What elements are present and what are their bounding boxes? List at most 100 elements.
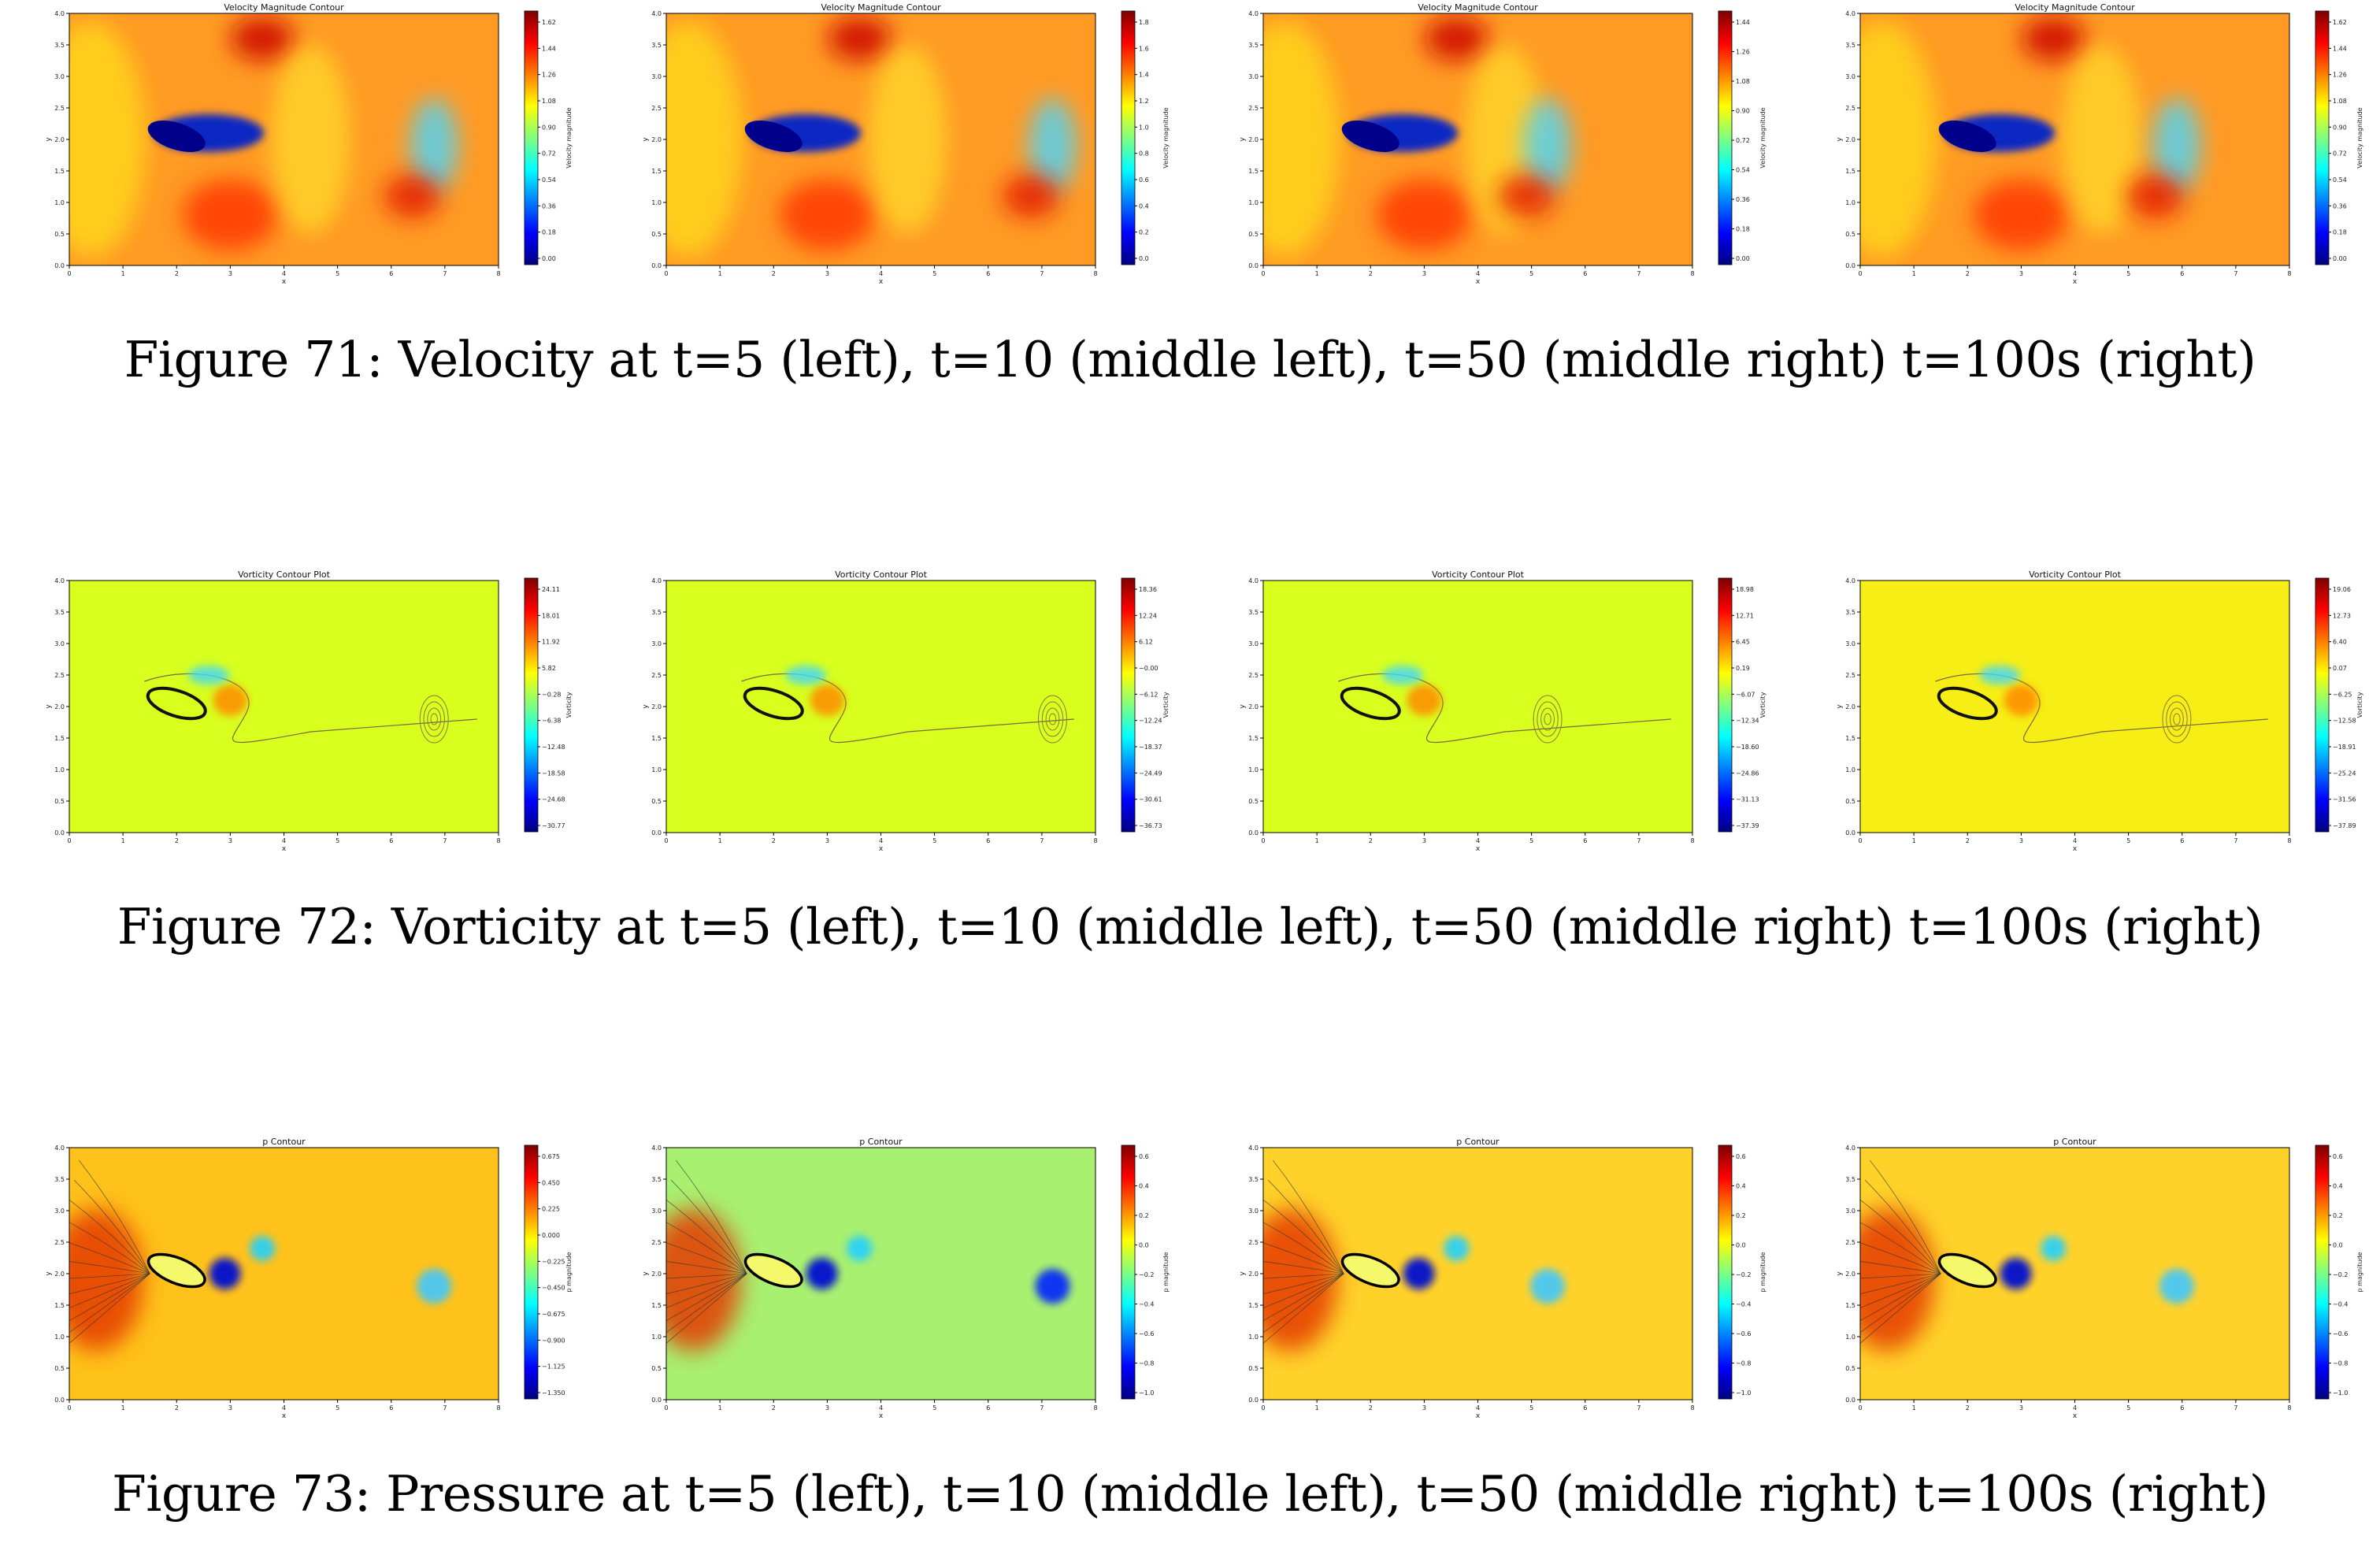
colorbar-tick-label: −0.2 — [2333, 1271, 2348, 1278]
colorbar-tick-label: 18.98 — [1736, 586, 1754, 593]
colorbar — [524, 1144, 539, 1400]
colorbar — [1121, 10, 1136, 265]
y-tick-label: 3.5 — [1845, 42, 1855, 49]
x-tick-label: 2 — [1966, 270, 1970, 277]
pressure-isoline — [1263, 1273, 1344, 1279]
pressure-isoline — [69, 1273, 150, 1322]
colorbar-tick-label: 1.08 — [542, 98, 556, 105]
y-tick-label: 3.0 — [1248, 73, 1259, 80]
y-tick-label: 2.0 — [1248, 703, 1259, 710]
pressure-isoline — [666, 1273, 747, 1308]
colorbar — [1718, 1144, 1733, 1400]
colorbar-tick-label: 0.00 — [1736, 255, 1750, 262]
y-axis-label: y — [1239, 137, 1247, 142]
colorbar-tick-label: 0.000 — [542, 1232, 560, 1239]
y-tick-label: 1.5 — [1248, 735, 1259, 742]
colorbar-tick-label: −1.350 — [542, 1389, 565, 1397]
colorbar-tick-label: 0.0 — [1736, 1242, 1746, 1249]
airfoil-outline — [146, 686, 207, 721]
y-axis-label: y — [45, 137, 53, 142]
colorbar-tick-label: 0.19 — [1736, 665, 1750, 672]
pressure-isoline — [69, 1273, 150, 1344]
vorticity-panel-t5: Vorticity Contour Plot 0 1 2 3 4 5 6 7 8 0.0 0.5 1.0… — [0, 567, 589, 853]
x-tick-label: 7 — [443, 270, 447, 277]
y-tick-label: 2.0 — [1845, 136, 1855, 143]
y-tick-label: 4.0 — [1845, 1144, 1855, 1152]
x-tick-label: 1 — [1315, 270, 1319, 277]
colorbar-tick-label: 1.0 — [1139, 124, 1149, 131]
y-tick-label: 3.5 — [1845, 1176, 1855, 1183]
vortex-core — [1382, 666, 1424, 684]
y-tick-label: 2.0 — [651, 703, 662, 710]
colorbar-tick-label: 1.26 — [542, 72, 556, 79]
y-tick-label: 0.5 — [651, 1365, 662, 1372]
colorbar-tick-label: 0.90 — [2333, 124, 2347, 131]
colorbar-tick-label: 0.00 — [542, 255, 556, 262]
y-tick-label: 1.0 — [1845, 1334, 1855, 1341]
x-tick-label: 3 — [825, 1404, 829, 1412]
y-tick-label: 3.5 — [651, 1176, 662, 1183]
colorbar-tick-label: 0.54 — [1736, 167, 1750, 174]
y-tick-label: 0.0 — [1248, 829, 1259, 837]
y-tick-label: 3.0 — [651, 73, 662, 80]
airfoil-body — [1938, 121, 1996, 152]
plot-title: Velocity Magnitude Contour — [2015, 2, 2135, 13]
y-tick-label: 1.0 — [1248, 766, 1259, 774]
low-pressure-core — [2041, 1236, 2067, 1261]
pressure-isoline — [666, 1261, 747, 1274]
y-axis-label: y — [1836, 1271, 1844, 1276]
y-tick-label: 0.0 — [1248, 262, 1259, 269]
colorbar-tick-label: −24.49 — [1139, 770, 1162, 777]
colorbar-tick-label: 0.0 — [2333, 1242, 2343, 1249]
wake-pressure-core — [2159, 1269, 2194, 1304]
figure-73-caption: Figure 73: Pressure at t=5 (left), t=10 … — [112, 1465, 2268, 1523]
x-tick-label: 2 — [1966, 1404, 1970, 1412]
y-tick-label: 1.0 — [651, 1334, 662, 1341]
x-tick-label: 3 — [825, 837, 829, 844]
plot-title: Vorticity Contour Plot — [1432, 569, 1525, 580]
colorbar-tick-label: −18.58 — [542, 770, 565, 777]
low-pressure-core — [1444, 1236, 1470, 1261]
colorbar-tick-label: 18.36 — [1139, 586, 1157, 593]
velocity-panel-t10: Velocity Magnitude Contour 0 1 2 3 4 5 6 7 8 0.0 0.… — [597, 0, 1186, 286]
x-tick-label: 0 — [664, 270, 668, 277]
y-tick-label: 3.0 — [1248, 1208, 1259, 1215]
colorbar-tick-label: 18.01 — [542, 612, 560, 619]
y-tick-label: 2.0 — [651, 136, 662, 143]
y-tick-label: 0.5 — [1845, 231, 1855, 238]
low-speed-region — [1860, 21, 1937, 258]
colorbar — [1718, 10, 1733, 265]
colorbar-tick-label: −1.0 — [2333, 1389, 2348, 1397]
y-axis-label: y — [642, 704, 650, 709]
x-tick-label: 7 — [2234, 270, 2237, 277]
colorbar-label: Vorticity — [1759, 692, 1766, 718]
y-tick-label: 1.5 — [54, 1302, 65, 1309]
colorbar-tick-label: −1.125 — [542, 1363, 565, 1371]
colorbar-tick-label: 0.36 — [2333, 202, 2347, 210]
y-tick-label: 0.0 — [1248, 1397, 1259, 1404]
pressure-isoline — [1860, 1200, 1941, 1274]
colorbar-tick-label: −0.6 — [1139, 1330, 1154, 1337]
vorticity-panel-t10: Vorticity Contour Plot 0 1 2 3 4 5 6 7 8 0.0 0.5 1.0… — [597, 567, 1186, 853]
low-pressure-core — [250, 1236, 276, 1261]
pressure-isoline — [1263, 1242, 1344, 1274]
y-tick-label: 0.0 — [1845, 262, 1855, 269]
x-tick-label: 6 — [2180, 270, 2184, 277]
vortex-core — [1979, 666, 2021, 684]
x-tick-label: 1 — [718, 1404, 722, 1412]
vortex-contour-ring — [1544, 713, 1551, 725]
y-tick-label: 2.0 — [651, 1271, 662, 1278]
y-tick-label: 2.0 — [1845, 1271, 1855, 1278]
colorbar-tick-label: −12.58 — [2333, 718, 2356, 725]
y-tick-label: 4.0 — [54, 10, 65, 17]
wake-vortex — [2152, 98, 2200, 193]
x-tick-label: 7 — [2234, 1404, 2237, 1412]
colorbar-tick-label: 0.225 — [542, 1206, 560, 1213]
x-axis-label: x — [879, 278, 884, 286]
wake-vortex — [1497, 174, 1555, 218]
pressure-isoline — [666, 1200, 747, 1274]
y-tick-label: 2.5 — [54, 1239, 65, 1246]
colorbar-label: Vorticity — [1162, 692, 1170, 718]
colorbar-tick-label: −6.07 — [1736, 691, 1755, 698]
y-tick-label: 2.5 — [1845, 105, 1855, 112]
